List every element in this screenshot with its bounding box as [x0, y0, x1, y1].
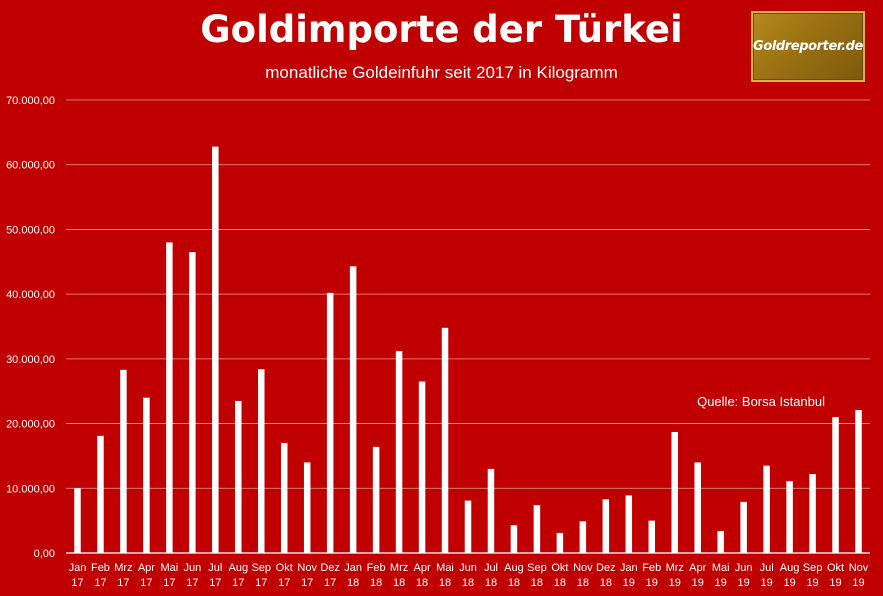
bar: [510, 525, 518, 553]
bar: [235, 400, 242, 553]
x-tick-label: Aug 19: [780, 562, 800, 589]
bar: [786, 481, 793, 553]
x-tick-label: Jul 17: [208, 562, 222, 589]
y-tick-label: 40.000,00: [6, 289, 55, 301]
bar: [602, 499, 610, 553]
x-tick-label: Jan 18: [344, 562, 362, 589]
y-axis-tick-labels: 0,00 10.000,00 20.000,00 30.000,00 40.000,00…: [6, 95, 55, 560]
x-tick-label: Sep 19: [803, 562, 823, 589]
x-tick-label: Sep 17: [251, 562, 271, 589]
x-tick-label: Okt 17: [276, 562, 293, 589]
bar: [533, 505, 541, 553]
x-tick-label: Jun 17: [183, 562, 201, 589]
x-tick-label: Mrz 17: [114, 562, 132, 589]
x-tick-label: Aug 17: [228, 562, 248, 589]
bar: [120, 369, 127, 553]
x-tick-label: Dez 17: [320, 562, 340, 589]
bar: [395, 351, 403, 553]
gridlines: [66, 99, 870, 554]
y-tick-label: 60.000,00: [6, 160, 55, 172]
x-tick-label: Aug 18: [504, 562, 524, 589]
x-tick-label: Nov 18: [573, 562, 593, 589]
goldreporter-logo: Goldreporter.de: [751, 11, 865, 82]
x-tick-label: Feb 17: [91, 562, 110, 589]
bar: [372, 446, 380, 553]
bar: [97, 435, 104, 553]
bar: [258, 369, 265, 553]
bar: [763, 465, 770, 553]
x-tick-label: Sep 18: [527, 562, 547, 589]
bar: [556, 532, 564, 553]
source-note: Quelle: Borsa Istanbul: [697, 394, 825, 409]
x-tick-label: Apr 18: [413, 562, 430, 589]
y-tick-label: 30.000,00: [6, 354, 55, 366]
bar: [166, 242, 173, 553]
x-tick-label: Jul 18: [484, 562, 498, 589]
bars: [74, 146, 862, 554]
bar: [648, 520, 656, 553]
bar: [740, 501, 747, 553]
bar: [487, 468, 495, 553]
chart-subtitle: monatliche Goldeinfuhr seit 2017 in Kilo…: [265, 63, 618, 82]
x-tick-label: Dez 18: [596, 562, 616, 589]
bar: [74, 488, 81, 553]
x-tick-label: Jan 17: [69, 562, 87, 589]
bar: [280, 442, 288, 553]
y-tick-label: 20.000,00: [6, 419, 55, 431]
x-tick-label: Mrz 18: [390, 562, 408, 589]
x-tick-label: Feb 19: [642, 562, 661, 589]
x-tick-label: Nov 19: [849, 562, 869, 589]
bar: [441, 327, 449, 553]
bar: [349, 266, 357, 553]
bar: [189, 252, 196, 554]
bar: [212, 146, 219, 553]
x-tick-label: Apr 17: [138, 562, 155, 589]
bar: [855, 409, 862, 553]
bar: [418, 381, 426, 553]
bar: [717, 530, 724, 553]
y-tick-label: 50.000,00: [6, 224, 55, 236]
x-tick-label: Jan 19: [620, 562, 638, 589]
bar: [809, 474, 816, 553]
x-tick-label: Jun 18: [459, 562, 477, 589]
chart-title: Goldimporte der Türkei: [200, 8, 683, 51]
bar: [832, 417, 839, 553]
x-tick-label: Mai 18: [436, 562, 454, 589]
bar: [326, 292, 334, 553]
y-tick-label: 70.000,00: [6, 95, 55, 107]
bar: [143, 397, 150, 553]
bar: [671, 431, 678, 553]
y-tick-label: 10.000,00: [6, 483, 55, 495]
x-tick-label: Apr 19: [689, 562, 706, 589]
x-tick-label: Mai 19: [712, 562, 730, 589]
x-tick-label: Feb 18: [367, 562, 386, 589]
x-tick-label: Okt 18: [551, 562, 568, 589]
bar: [579, 521, 587, 553]
x-tick-label: Jul 19: [760, 562, 774, 589]
logo-text: Goldreporter.de: [753, 39, 863, 54]
x-tick-label: Jun 19: [735, 562, 753, 589]
bar: [303, 462, 311, 553]
bar: [464, 500, 472, 553]
x-tick-label: Okt 19: [827, 562, 844, 589]
x-tick-label: Mrz 19: [666, 562, 684, 589]
bar: [694, 462, 701, 553]
x-tick-label: Mai 17: [161, 562, 179, 589]
bar: [625, 495, 633, 553]
y-tick-label: 0,00: [34, 548, 55, 560]
x-tick-label: Nov 17: [297, 562, 317, 589]
